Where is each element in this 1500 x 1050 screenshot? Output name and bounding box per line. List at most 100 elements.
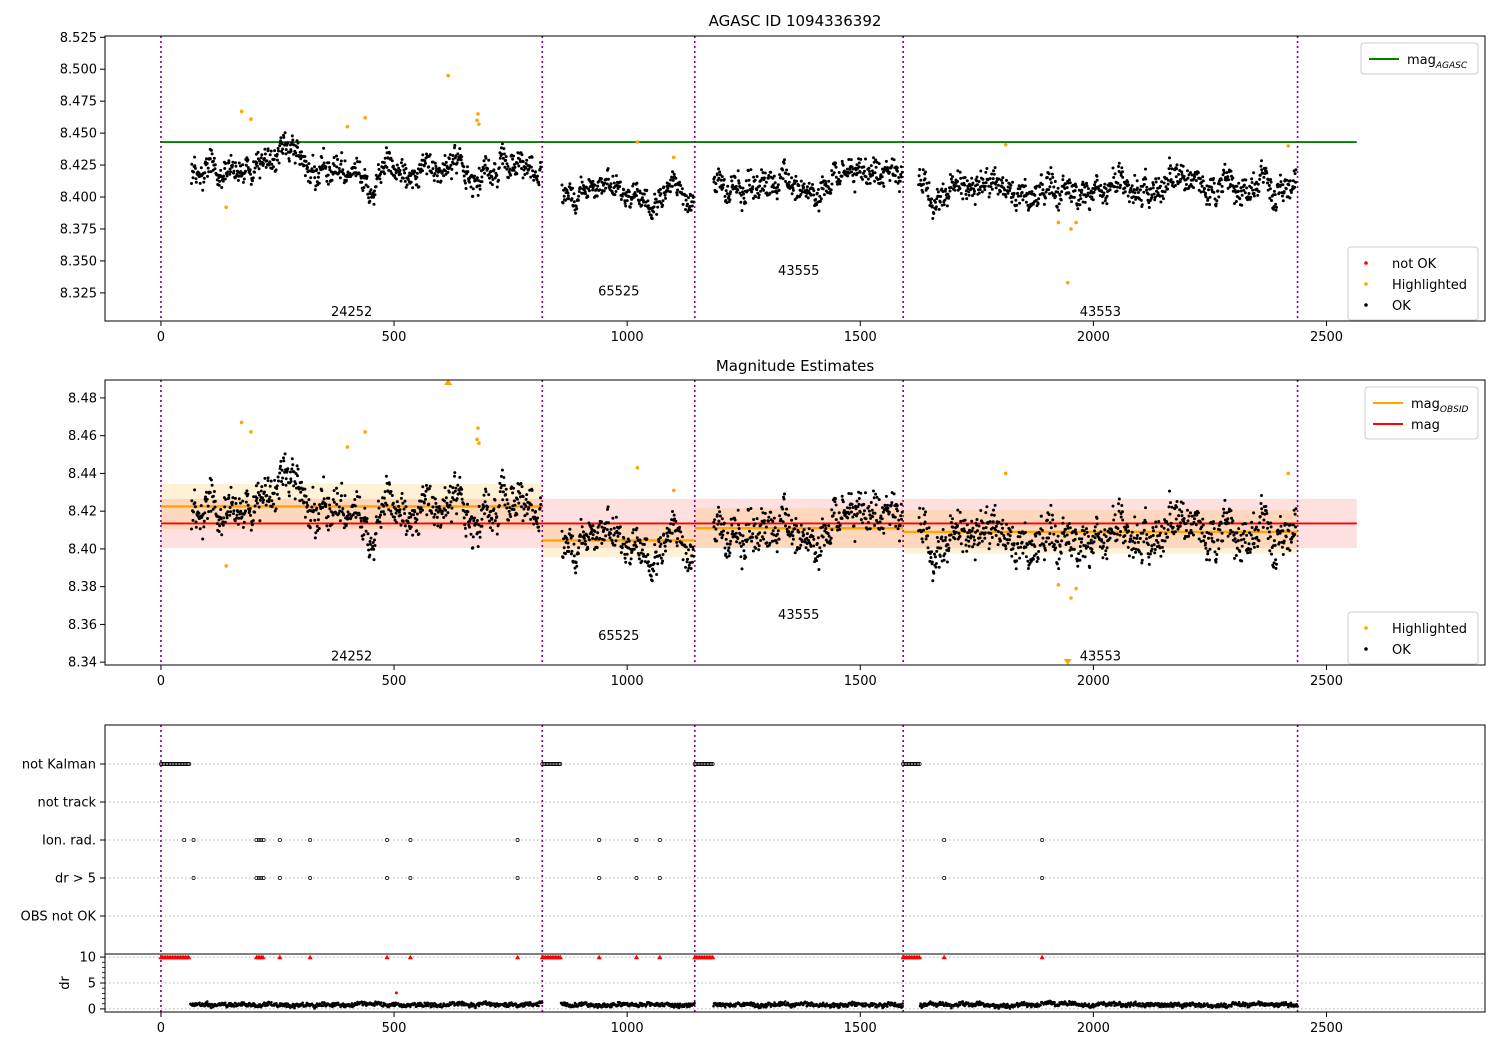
ok-point	[939, 546, 943, 550]
ok-point	[934, 555, 937, 559]
ok-point	[784, 179, 787, 183]
ok-point	[322, 475, 326, 479]
ok-point	[249, 172, 252, 176]
ok-point	[529, 517, 533, 521]
ok-point	[491, 521, 495, 525]
ok-point	[1008, 189, 1011, 193]
ok-point	[1154, 180, 1158, 184]
ok-point	[1015, 559, 1019, 563]
ok-point	[1064, 527, 1068, 531]
ok-point	[255, 501, 259, 505]
ok-point	[658, 554, 662, 557]
ok-point	[355, 490, 359, 494]
ok-point	[1051, 518, 1055, 522]
ok-point	[1260, 507, 1264, 511]
ok-point	[308, 181, 312, 185]
ok-point	[234, 502, 238, 505]
ok-point	[722, 178, 726, 181]
ok-point	[1158, 533, 1162, 537]
ok-point	[1026, 543, 1029, 547]
ok-point	[525, 158, 529, 162]
ok-point	[268, 484, 272, 488]
ok-point	[463, 523, 467, 527]
ok-point	[1076, 207, 1080, 211]
ok-point	[1199, 539, 1203, 543]
ok-point	[1260, 159, 1263, 163]
ok-point	[793, 527, 797, 531]
ok-point	[233, 519, 237, 523]
ok-point	[751, 185, 755, 189]
ok-point	[1205, 558, 1209, 562]
ok-point	[1038, 185, 1042, 189]
ok-point	[665, 531, 669, 535]
ok-point	[469, 532, 473, 536]
ok-point	[485, 507, 489, 511]
ok-point	[336, 491, 339, 495]
ok-point	[977, 541, 981, 545]
ok-point	[1127, 183, 1131, 187]
ok-point	[625, 552, 629, 556]
ok-point	[574, 571, 578, 575]
ok-point	[1005, 522, 1008, 526]
ok-point	[275, 484, 279, 488]
ok-point	[409, 525, 413, 529]
ok-point	[383, 512, 387, 516]
ok-point	[734, 184, 738, 188]
ok-point	[246, 503, 250, 507]
ok-point	[1077, 198, 1081, 202]
ok-point	[217, 530, 221, 533]
ok-point	[443, 154, 447, 157]
ok-point	[736, 508, 740, 512]
ok-point	[1142, 182, 1146, 186]
ok-point	[715, 513, 719, 517]
agasc-ytick-label: 8.525	[60, 31, 97, 46]
ok-point	[787, 180, 791, 184]
ok-point	[431, 495, 435, 499]
ok-point	[1011, 195, 1015, 199]
ok-point	[1180, 170, 1184, 174]
ok-point	[213, 505, 217, 509]
ok-point	[586, 547, 590, 551]
ok-point	[857, 502, 861, 506]
ok-point	[523, 173, 527, 176]
ok-point	[687, 566, 691, 570]
ok-point	[830, 508, 834, 512]
ok-point	[504, 487, 508, 491]
ok-point	[641, 552, 645, 556]
ok-point	[1165, 520, 1169, 524]
ok-point	[895, 504, 899, 508]
ok-point	[620, 194, 624, 198]
ok-point	[746, 169, 750, 173]
flag-marker	[408, 838, 413, 842]
ok-point	[953, 537, 957, 541]
ok-point	[264, 165, 268, 169]
ok-point	[494, 512, 498, 516]
ok-point	[425, 172, 429, 176]
ok-point	[452, 498, 456, 502]
ok-point	[1042, 544, 1046, 548]
ok-point	[209, 148, 213, 152]
ok-point	[1147, 555, 1151, 559]
ok-point	[969, 534, 973, 538]
ok-point	[303, 487, 307, 491]
ok-point	[316, 518, 320, 522]
ok-point	[217, 518, 221, 522]
ok-point	[1157, 520, 1161, 523]
ok-point	[321, 167, 325, 171]
ok-point	[1034, 534, 1038, 538]
ok-point	[1057, 567, 1061, 571]
highlighted-point	[446, 73, 450, 78]
flag-marker	[515, 838, 520, 842]
ok-point	[993, 503, 997, 507]
ok-point	[627, 539, 631, 543]
ok-point	[869, 501, 873, 504]
ok-point	[201, 537, 205, 541]
ok-point	[1187, 514, 1191, 518]
ok-point	[191, 176, 195, 180]
ok-point	[1049, 503, 1053, 507]
ok-point	[427, 165, 431, 169]
ok-point	[428, 484, 432, 488]
ok-point	[671, 178, 675, 182]
ok-point	[1078, 203, 1082, 207]
